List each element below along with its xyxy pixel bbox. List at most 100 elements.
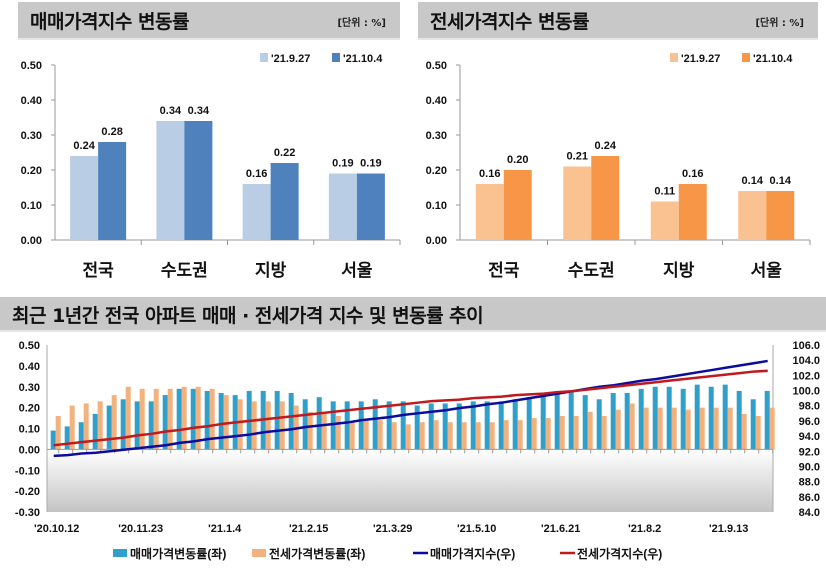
bar: [456, 403, 462, 450]
data-label: 0.14: [770, 175, 792, 187]
bar: [148, 401, 154, 450]
bar: [526, 397, 532, 450]
legend-swatch: [670, 53, 678, 62]
bar: [475, 422, 481, 450]
bar: [321, 411, 327, 450]
bar: [540, 395, 546, 450]
bar: [503, 420, 509, 450]
legend-label: '21.9.27: [271, 53, 310, 65]
legend-label: '21.10.4: [753, 53, 793, 65]
legend-swatch: [742, 53, 750, 62]
bar: [134, 401, 140, 450]
right-tick-label: 88.0: [799, 477, 820, 489]
y-tick-label: 0.30: [426, 130, 447, 142]
left-tick-label: -0.20: [15, 486, 40, 498]
bar: [554, 393, 560, 450]
left-tick-label: -0.10: [15, 465, 40, 477]
data-label: 0.28: [101, 126, 122, 138]
data-label: 0.19: [360, 158, 381, 170]
sale-panel-unit: [단위 : %]: [337, 18, 386, 29]
bar: [666, 386, 672, 450]
left-tick-label: 0.50: [19, 340, 40, 352]
left-tick-label: 0.30: [19, 382, 40, 394]
jeonse-panel-header: 전세가격지수 변동률 [단위 : %]: [418, 2, 818, 40]
bar: [356, 173, 385, 240]
bar: [629, 403, 635, 450]
y-tick-label: 0.50: [21, 60, 42, 72]
bar: [638, 388, 644, 450]
legend-swatch: [113, 549, 127, 557]
y-tick-label: 0.10: [21, 200, 42, 212]
bar: [615, 409, 621, 450]
bar: [316, 397, 322, 450]
bar: [70, 156, 99, 240]
data-label: 0.14: [742, 175, 764, 187]
index-line: [53, 359, 768, 458]
data-label: 0.24: [73, 140, 95, 152]
bar: [405, 424, 411, 450]
legend-swatch: [252, 549, 266, 557]
trend-panel-header: 최근 1년간 전국 아파트 매매 · 전세가격 지수 및 변동률 추이: [0, 297, 826, 332]
bar: [573, 415, 579, 450]
bar: [330, 401, 336, 450]
bar: [475, 184, 504, 240]
bar: [727, 407, 733, 450]
bar: [372, 399, 378, 450]
y-tick-label: 0.20: [21, 165, 42, 177]
bar: [156, 121, 185, 240]
bar: [349, 422, 355, 450]
y-tick-label: 0.50: [426, 60, 447, 72]
bar: [176, 388, 182, 450]
left-tick-label: -0.30: [15, 507, 40, 519]
legend-label: '21.10.4: [343, 53, 383, 65]
data-label: 0.16: [682, 168, 703, 180]
bar: [484, 401, 490, 450]
bar: [218, 393, 224, 450]
bar: [153, 388, 159, 450]
bar: [713, 407, 719, 450]
data-label: 0.34: [160, 105, 182, 117]
x-tick-label: '21.9.13: [709, 523, 748, 535]
data-label: 0.20: [507, 154, 528, 166]
bar: [512, 399, 518, 450]
index-line: [53, 369, 768, 447]
bar: [447, 422, 453, 450]
right-tick-label: 90.0: [799, 461, 820, 473]
bar: [722, 384, 728, 450]
bar: [50, 430, 56, 450]
y-tick-label: 0.40: [21, 95, 42, 107]
bar: [489, 422, 495, 450]
data-label: 0.22: [274, 147, 295, 159]
bar: [559, 415, 565, 450]
bar: [678, 184, 707, 240]
bar: [386, 401, 392, 450]
bar: [167, 388, 173, 450]
data-label: 0.24: [595, 140, 617, 152]
left-tick-label: 0.20: [19, 403, 40, 415]
y-tick-label: 0.10: [426, 200, 447, 212]
x-tick-label: '21.2.15: [289, 523, 328, 535]
bar: [750, 399, 756, 450]
bar: [78, 422, 84, 450]
bar: [643, 407, 649, 450]
bar: [596, 399, 602, 450]
bar: [741, 413, 747, 450]
category-label: 수도권: [568, 261, 615, 280]
right-tick-label: 102.0: [792, 370, 820, 382]
bar: [195, 386, 201, 450]
bar: [242, 184, 271, 240]
bar: [624, 393, 630, 450]
bar: [184, 121, 213, 240]
right-tick-label: 104.0: [792, 355, 820, 367]
bar: [503, 170, 532, 240]
bar: [601, 415, 607, 450]
bar: [755, 415, 761, 450]
bar: [209, 388, 215, 450]
negative-region-fill: [47, 449, 773, 512]
category-label: 지방: [255, 261, 287, 280]
bar: [764, 390, 770, 450]
bar: [414, 405, 420, 450]
x-tick-label: '21.8.2: [628, 523, 661, 535]
bar: [328, 173, 357, 240]
right-tick-label: 100.0: [792, 386, 820, 398]
